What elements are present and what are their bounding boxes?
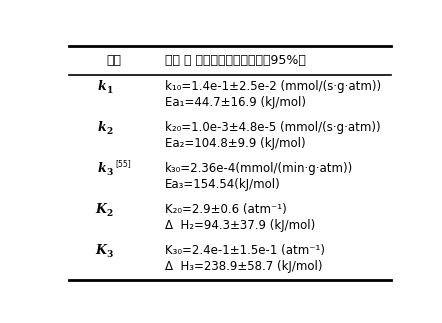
Text: 2: 2 — [107, 209, 113, 218]
Text: Ea₂=104.8±9.9 (kJ/mol): Ea₂=104.8±9.9 (kJ/mol) — [165, 137, 305, 150]
Text: K: K — [96, 203, 107, 216]
Text: 3: 3 — [107, 168, 113, 177]
Text: Ea₁=44.7±16.9 (kJ/mol): Ea₁=44.7±16.9 (kJ/mol) — [165, 96, 306, 109]
Text: 参数: 参数 — [106, 54, 121, 67]
Text: [55]: [55] — [115, 159, 131, 168]
Text: k₂₀=1.0e-3±4.8e-5 (mmol/(s·g·atm)): k₂₀=1.0e-3±4.8e-5 (mmol/(s·g·atm)) — [165, 121, 381, 134]
Text: 数値 ＆ 置信区间（置信水平，95%）: 数値 ＆ 置信区间（置信水平，95%） — [165, 54, 306, 67]
Text: 2: 2 — [107, 127, 113, 136]
Text: K₃₀=2.4e-1±1.5e-1 (atm⁻¹): K₃₀=2.4e-1±1.5e-1 (atm⁻¹) — [165, 244, 325, 257]
Text: K: K — [96, 244, 107, 257]
Text: k₃₀=2.36e-4(mmol/(min·g·atm)): k₃₀=2.36e-4(mmol/(min·g·atm)) — [165, 162, 353, 175]
Text: 3: 3 — [107, 250, 113, 259]
Text: k: k — [98, 80, 107, 93]
Text: Δ  H₂=94.3±37.9 (kJ/mol): Δ H₂=94.3±37.9 (kJ/mol) — [165, 219, 315, 232]
Text: Ea₃=154.54(kJ/mol): Ea₃=154.54(kJ/mol) — [165, 178, 281, 191]
Text: K₂₀=2.9±0.6 (atm⁻¹): K₂₀=2.9±0.6 (atm⁻¹) — [165, 203, 286, 216]
Text: Δ  H₃=238.9±58.7 (kJ/mol): Δ H₃=238.9±58.7 (kJ/mol) — [165, 260, 322, 273]
Text: k₁₀=1.4e-1±2.5e-2 (mmol/(s·g·atm)): k₁₀=1.4e-1±2.5e-2 (mmol/(s·g·atm)) — [165, 80, 381, 93]
Text: k: k — [98, 121, 107, 134]
Text: 1: 1 — [107, 86, 113, 95]
Text: k: k — [98, 162, 107, 175]
